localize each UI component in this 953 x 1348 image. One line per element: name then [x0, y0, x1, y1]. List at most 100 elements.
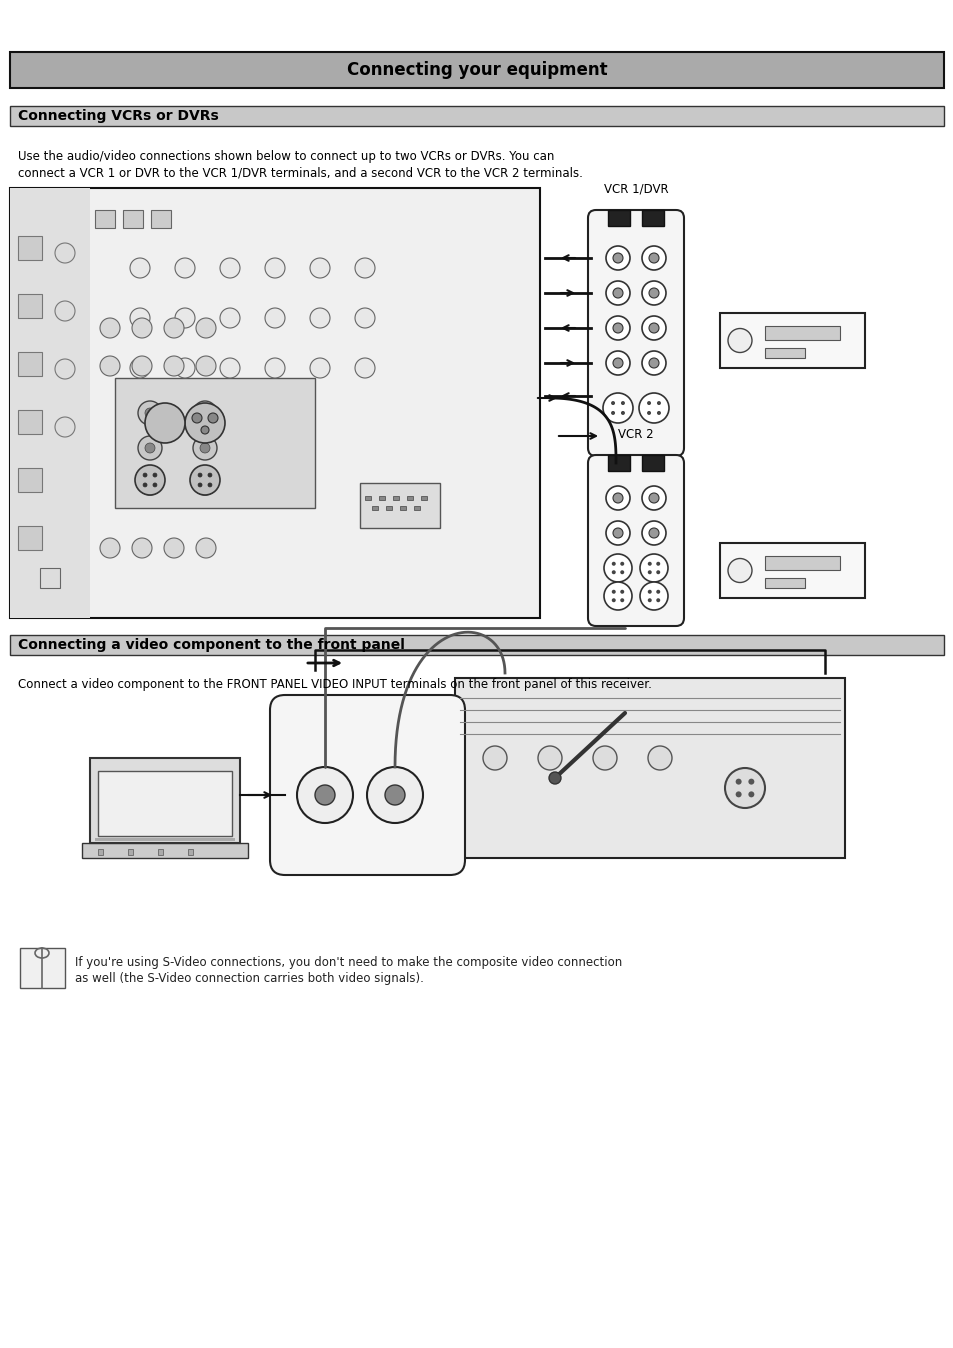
FancyBboxPatch shape — [587, 456, 683, 625]
Circle shape — [657, 402, 660, 404]
Text: Connecting your equipment: Connecting your equipment — [346, 61, 607, 80]
Bar — [641, 210, 663, 226]
Text: VCR 2: VCR 2 — [618, 429, 653, 441]
Circle shape — [646, 402, 650, 404]
Circle shape — [198, 473, 202, 477]
Circle shape — [620, 402, 624, 404]
Circle shape — [138, 435, 162, 460]
Circle shape — [130, 307, 150, 328]
Circle shape — [482, 745, 506, 770]
Bar — [386, 506, 392, 510]
Bar — [359, 483, 439, 528]
Bar — [18, 236, 42, 260]
Circle shape — [646, 411, 650, 415]
Circle shape — [143, 473, 147, 477]
Circle shape — [620, 411, 624, 415]
Circle shape — [656, 590, 659, 593]
Circle shape — [200, 443, 210, 453]
Circle shape — [190, 465, 220, 495]
Circle shape — [220, 307, 240, 328]
Circle shape — [355, 257, 375, 278]
Circle shape — [619, 570, 623, 574]
Bar — [123, 210, 143, 228]
Circle shape — [220, 359, 240, 377]
Circle shape — [138, 470, 162, 495]
Circle shape — [735, 791, 740, 798]
Circle shape — [355, 359, 375, 377]
FancyBboxPatch shape — [587, 210, 683, 456]
Circle shape — [747, 779, 754, 785]
Circle shape — [727, 558, 751, 582]
Circle shape — [164, 318, 184, 338]
Circle shape — [164, 356, 184, 376]
Circle shape — [613, 253, 622, 263]
Circle shape — [647, 590, 651, 593]
Circle shape — [611, 562, 615, 566]
Bar — [18, 352, 42, 376]
Circle shape — [100, 318, 120, 338]
Circle shape — [639, 582, 667, 611]
Text: Connecting a video component to the front panel: Connecting a video component to the fron… — [18, 638, 404, 652]
Circle shape — [735, 779, 740, 785]
Circle shape — [145, 408, 154, 418]
Circle shape — [208, 412, 218, 423]
Circle shape — [611, 599, 615, 603]
FancyBboxPatch shape — [270, 696, 464, 875]
Circle shape — [613, 324, 622, 333]
Circle shape — [265, 257, 285, 278]
Circle shape — [611, 590, 615, 593]
Bar — [764, 578, 804, 588]
Circle shape — [200, 479, 210, 488]
Circle shape — [55, 359, 75, 379]
Circle shape — [201, 426, 209, 434]
Circle shape — [138, 400, 162, 425]
Bar — [372, 506, 377, 510]
Circle shape — [296, 767, 353, 824]
Circle shape — [195, 538, 215, 558]
Circle shape — [192, 412, 202, 423]
Circle shape — [611, 402, 615, 404]
Circle shape — [605, 520, 629, 545]
Circle shape — [198, 483, 202, 487]
Circle shape — [727, 329, 751, 352]
Circle shape — [130, 359, 150, 377]
Bar — [10, 53, 943, 88]
Bar — [188, 849, 193, 855]
Bar — [607, 210, 629, 226]
Circle shape — [145, 479, 154, 488]
Circle shape — [100, 538, 120, 558]
Text: Connect a video component to the FRONT PANEL VIDEO INPUT terminals on the front : Connect a video component to the FRONT P… — [18, 678, 651, 692]
Circle shape — [656, 599, 659, 603]
Bar — [720, 543, 864, 599]
Bar — [399, 506, 406, 510]
Circle shape — [641, 350, 665, 375]
Text: Use the audio/video connections shown below to connect up to two VCRs or DVRs. Y: Use the audio/video connections shown be… — [18, 150, 554, 163]
Bar — [10, 106, 943, 125]
Bar — [720, 313, 864, 368]
Circle shape — [310, 359, 330, 377]
Circle shape — [603, 582, 631, 611]
Bar — [10, 187, 539, 617]
Circle shape — [100, 356, 120, 376]
Circle shape — [208, 473, 212, 477]
Circle shape — [656, 570, 659, 574]
Circle shape — [648, 359, 659, 368]
Circle shape — [195, 318, 215, 338]
Circle shape — [220, 257, 240, 278]
Bar — [10, 187, 90, 617]
Circle shape — [639, 554, 667, 582]
Circle shape — [641, 520, 665, 545]
Bar — [393, 496, 398, 500]
Bar — [10, 635, 943, 655]
Bar — [764, 348, 804, 359]
Circle shape — [648, 528, 659, 538]
Bar — [82, 842, 248, 857]
Bar — [90, 758, 240, 842]
Circle shape — [605, 350, 629, 375]
Circle shape — [656, 562, 659, 566]
Circle shape — [193, 470, 216, 495]
Circle shape — [647, 599, 651, 603]
Bar — [128, 849, 132, 855]
Circle shape — [747, 791, 754, 798]
Circle shape — [605, 280, 629, 305]
